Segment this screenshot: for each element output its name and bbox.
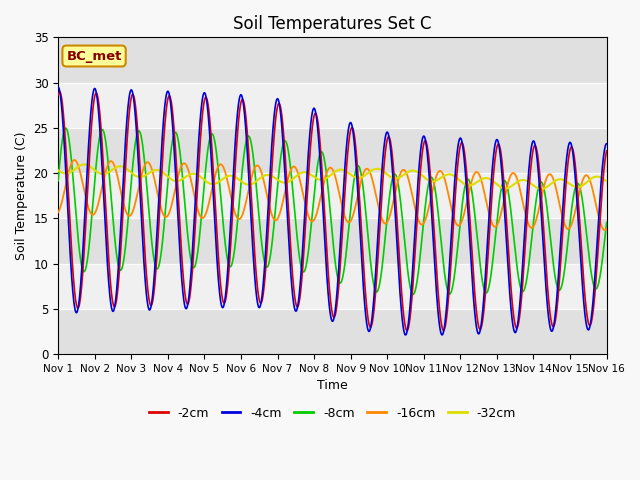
Bar xyxy=(58,264,607,309)
X-axis label: Time: Time xyxy=(317,379,348,392)
Bar xyxy=(58,173,607,218)
Text: BC_met: BC_met xyxy=(67,49,122,62)
Legend: -2cm, -4cm, -8cm, -16cm, -32cm: -2cm, -4cm, -8cm, -16cm, -32cm xyxy=(144,402,521,424)
Title: Soil Temperatures Set C: Soil Temperatures Set C xyxy=(233,15,431,33)
Bar xyxy=(58,83,607,128)
Y-axis label: Soil Temperature (C): Soil Temperature (C) xyxy=(15,132,28,260)
